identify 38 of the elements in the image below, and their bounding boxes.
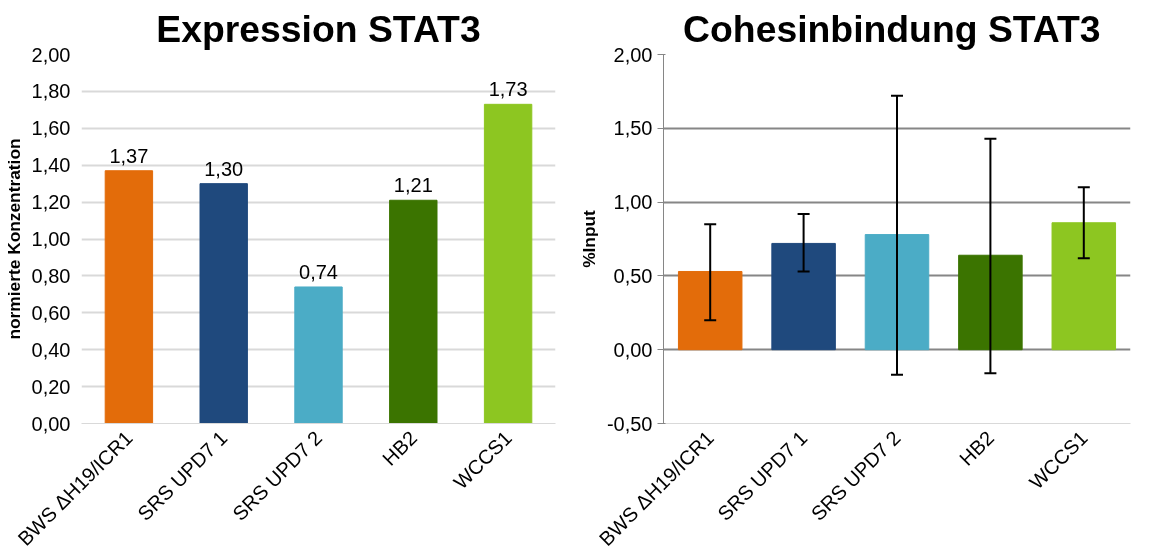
y-tick-label: 0,60 <box>31 301 71 324</box>
bar <box>483 103 533 424</box>
data-label: 1,21 <box>393 174 433 197</box>
data-label: 0,74 <box>299 260 338 283</box>
bar <box>864 234 930 351</box>
y-tick-label: 1,00 <box>31 228 71 250</box>
y-tick-label: 0,20 <box>31 375 71 398</box>
y-tick-label: 2,00 <box>613 43 653 66</box>
data-label: 1,37 <box>109 144 149 167</box>
y-axis-title: normierte Konzentration <box>3 138 24 340</box>
y-tick-label: 0,50 <box>613 264 653 287</box>
data-label: 1,30 <box>204 157 244 180</box>
y-tick-label: 0,00 <box>613 338 653 361</box>
chart-title: Expression STAT3 <box>156 7 481 50</box>
y-tick-label: 1,60 <box>31 117 71 140</box>
bar <box>104 170 154 424</box>
bar <box>677 270 743 351</box>
y-tick-label: 1,80 <box>31 80 71 103</box>
y-axis-title: %Input <box>578 209 599 268</box>
y-tick-label: 1,00 <box>613 191 653 214</box>
y-tick-label: -0,50 <box>606 412 653 435</box>
y-tick-label: 0,80 <box>31 264 71 287</box>
bar <box>1051 222 1117 351</box>
y-tick-label: 2,00 <box>31 43 71 66</box>
x-tick-label: HB2 <box>955 426 999 470</box>
bar <box>771 242 836 351</box>
chart-title: Cohesinbindung STAT3 <box>683 7 1101 50</box>
y-tick-label: 0,40 <box>31 338 71 361</box>
y-tick-label: 1,20 <box>31 191 71 214</box>
y-tick-label: 0,00 <box>31 412 71 435</box>
bar <box>294 286 343 424</box>
y-tick-label: 1,50 <box>613 117 653 140</box>
x-tick-label: HB2 <box>378 426 422 470</box>
data-label: 1,73 <box>488 78 528 101</box>
y-tick-label: 1,40 <box>31 154 71 177</box>
bar <box>199 183 248 424</box>
bar <box>389 199 438 424</box>
bar <box>958 254 1023 351</box>
